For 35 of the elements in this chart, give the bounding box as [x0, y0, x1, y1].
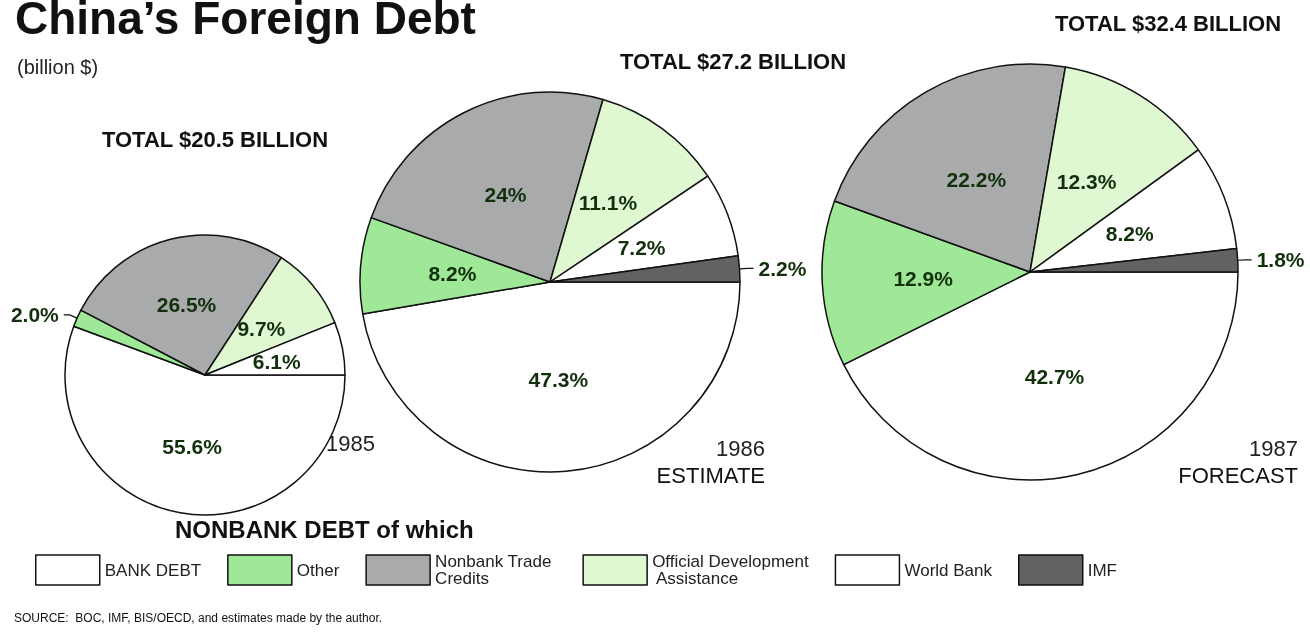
legend-label: Nonbank Trade Credits	[435, 552, 557, 588]
chart-subtitle: (billion $)	[17, 56, 99, 78]
legend-label: Official Development Assistance	[652, 552, 809, 588]
text: TOTAL $20.5 BILLION	[101, 126, 329, 152]
data-label: 11.1%	[578, 191, 638, 215]
text: TOTAL $32.4 BILLION	[1054, 10, 1282, 36]
slice-label: 1987	[1249, 435, 1298, 461]
data-label: 2.2%	[758, 256, 807, 280]
text: ESTIMATE	[656, 462, 765, 488]
data-label: 55.6%	[162, 435, 223, 459]
data-label: 8.2%	[1105, 221, 1154, 245]
data-label: 47.3%	[528, 368, 589, 392]
legend-label: IMF	[1087, 560, 1118, 580]
text: NONBANK DEBT of which	[175, 515, 474, 543]
data-label: 1.8%	[1256, 248, 1305, 272]
chart-title: China’s Foreign Debt	[15, 0, 476, 44]
data-label: 22.2%	[946, 167, 1007, 191]
data-label: 8.2%	[428, 261, 477, 285]
data-label: 26.5%	[156, 292, 217, 316]
data-label: 12.3%	[1056, 169, 1117, 193]
slice-label: 1986	[716, 435, 765, 461]
slice-label: 1985	[326, 430, 375, 456]
text: TOTAL $27.2 BILLION	[619, 48, 847, 74]
legend-label: Other	[296, 560, 340, 580]
legend-label: World Bank	[904, 560, 993, 580]
data-label: 2.0%	[10, 303, 60, 327]
data-label: 9.7%	[237, 317, 286, 341]
data-label: 42.7%	[1024, 364, 1085, 388]
legend-label: BANK DEBT	[104, 560, 202, 580]
text: FORECAST	[1178, 462, 1298, 488]
data-label: 7.2%	[617, 235, 666, 259]
data-label: 24%	[484, 183, 527, 207]
data-label: 12.9%	[893, 266, 954, 290]
data-label: 6.1%	[252, 349, 301, 373]
source-note: SOURCE: BOC, IMF, BIS/OECD, and estimates made by the author.	[14, 611, 383, 625]
